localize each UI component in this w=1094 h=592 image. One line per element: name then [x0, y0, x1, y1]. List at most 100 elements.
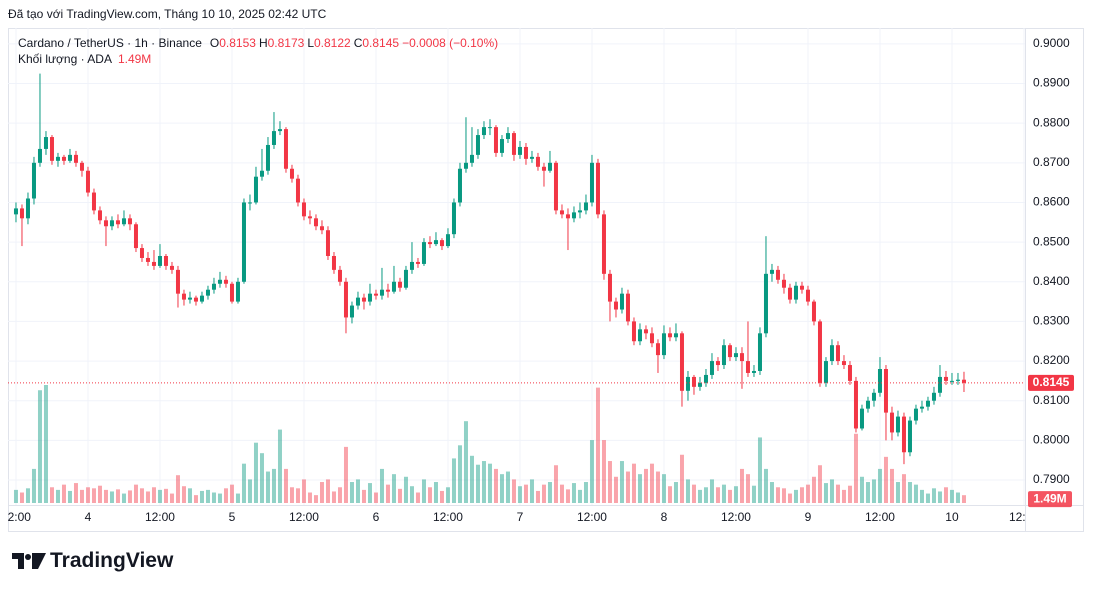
- candle-body: [799, 285, 804, 290]
- candle-body: [481, 127, 486, 136]
- volume-bar: [133, 484, 138, 503]
- volume-bar: [373, 492, 378, 503]
- candle-body: [949, 380, 954, 382]
- candle-body: [67, 154, 72, 161]
- candle-body: [451, 202, 456, 235]
- candle-body: [127, 218, 132, 225]
- volume-bar: [151, 487, 156, 503]
- volume-bar: [577, 489, 582, 503]
- volume-bar: [115, 489, 120, 503]
- volume-bar: [199, 490, 204, 503]
- candle-body: [871, 392, 876, 401]
- candle-body: [301, 202, 306, 217]
- volume-bar: [595, 387, 600, 503]
- volume-bar: [103, 489, 108, 503]
- volume-bar: [787, 493, 792, 503]
- grid: [8, 28, 1025, 505]
- volume-bar: [631, 463, 636, 503]
- x-tick-label: 4: [85, 510, 92, 524]
- candle-body: [157, 255, 162, 266]
- volume-bar: [55, 489, 60, 503]
- volume-bar: [571, 483, 576, 503]
- volume-bar: [253, 442, 258, 503]
- candle-body: [649, 333, 654, 344]
- volume-bar: [139, 488, 144, 503]
- candle-body: [151, 261, 156, 266]
- candle-body: [163, 255, 168, 266]
- volume-bar: [721, 484, 726, 503]
- x-tick-label: 12:00: [1, 510, 31, 524]
- volume-name: Khối lượng · ADA: [18, 52, 112, 66]
- volume-bar: [25, 488, 30, 503]
- candle-body: [853, 380, 858, 429]
- candles: [8, 73, 1025, 465]
- volume-bar: [763, 468, 768, 503]
- candle-body: [13, 208, 18, 215]
- ohlc-label: H: [258, 36, 268, 50]
- candle-body: [709, 361, 714, 375]
- ohlc-label: C: [353, 36, 363, 50]
- candle-body: [805, 289, 810, 302]
- legend-row: Khối lượng · ADA 1.49M: [18, 51, 501, 67]
- change: −0.0008 (−0.10%): [402, 36, 499, 50]
- candle-body: [409, 261, 414, 270]
- candle-body: [511, 133, 516, 155]
- y-tick-label: 0.8400: [1033, 274, 1070, 288]
- candle-body: [505, 133, 510, 140]
- candle-body: [439, 240, 444, 247]
- ohlc-label: O: [209, 36, 220, 50]
- volume-bar: [79, 489, 84, 503]
- volume-bar: [385, 484, 390, 503]
- candle-body: [901, 416, 906, 453]
- volume-bar: [859, 476, 864, 503]
- volume-badge: [1028, 491, 1072, 508]
- volume-bar: [97, 485, 102, 503]
- symbol: Cardano / TetherUS · 1h · Binance: [18, 36, 202, 50]
- candle-body: [265, 144, 270, 171]
- volume-bar: [13, 489, 18, 503]
- volume: [13, 385, 966, 503]
- candle-body: [373, 293, 378, 296]
- candle-body: [877, 368, 882, 393]
- candle-body: [517, 146, 522, 155]
- volume-bar: [85, 487, 90, 503]
- volume-bar: [331, 491, 336, 503]
- x-tick-label: 12:00: [145, 510, 175, 524]
- candle-body: [193, 297, 198, 302]
- volume-bar: [463, 421, 468, 503]
- candle-body: [433, 240, 438, 245]
- y-tick-label: 0.8600: [1033, 195, 1070, 209]
- volume-bar: [355, 479, 360, 503]
- candle-body: [343, 281, 348, 318]
- volume-bar: [211, 492, 216, 503]
- candle-body: [943, 376, 948, 381]
- volume-bar: [643, 468, 648, 503]
- volume-bar: [121, 493, 126, 503]
- candle-body: [277, 129, 282, 132]
- volume-bar: [451, 458, 456, 503]
- candle-body: [469, 154, 474, 163]
- candle-body: [823, 361, 828, 383]
- candle-body: [133, 224, 138, 249]
- candle-body: [571, 212, 576, 219]
- volume-bar: [541, 484, 546, 503]
- logo: TradingView: [12, 549, 173, 573]
- candle-body: [559, 210, 564, 215]
- candle-body: [733, 353, 738, 358]
- ohlc-value: 0.8153: [219, 36, 256, 50]
- volume-bar: [739, 468, 744, 503]
- candle-body: [775, 269, 780, 280]
- candle-body: [139, 248, 144, 258]
- volume-bar: [529, 479, 534, 503]
- volume-bar: [823, 483, 828, 503]
- volume-bar: [511, 479, 516, 503]
- volume-bar: [259, 453, 264, 503]
- volume-bar: [877, 468, 882, 503]
- volume-bar: [499, 474, 504, 503]
- candle-body: [703, 374, 708, 383]
- candle-body: [763, 273, 768, 334]
- y-tick-label: 0.8100: [1033, 393, 1070, 407]
- candle-body: [43, 137, 48, 149]
- candle-body: [253, 176, 258, 203]
- x-tick-label: 12:00: [1009, 510, 1039, 524]
